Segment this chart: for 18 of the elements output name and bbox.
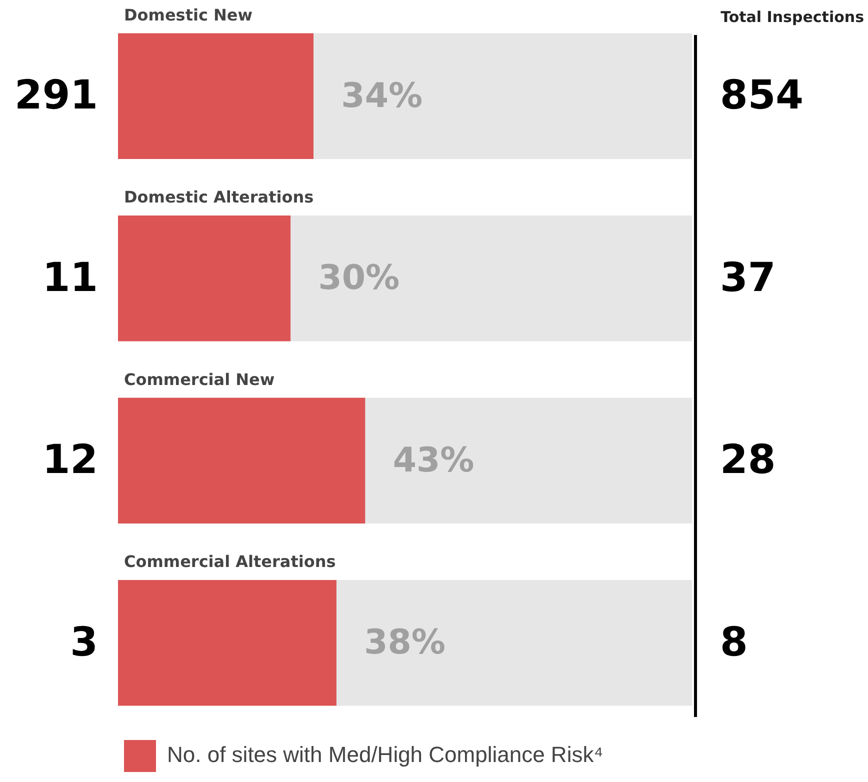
text: 11 [42,254,98,301]
text: 3 [70,619,98,666]
text: 854 [720,72,804,119]
text: 37 [720,254,776,301]
text: 8 [720,619,748,666]
data-label: 34% [341,76,423,116]
text: Total Inspections [720,8,864,26]
text: 28 [720,437,776,484]
y-tick-label: Domestic New [124,5,253,24]
data-label: 43% [392,440,474,480]
y-tick-label: Domestic Alterations [124,188,314,207]
legend-label: No. of sites with Med/High Compliance Risk⁴ [167,742,604,768]
y-tick-label: Commercial Alterations [124,552,336,572]
y-tick-label: Commercial New [124,370,275,389]
data-label: 30% [318,258,400,298]
text: 291 [14,72,98,119]
text: 12 [42,437,98,484]
data-label: 38% [364,622,446,663]
